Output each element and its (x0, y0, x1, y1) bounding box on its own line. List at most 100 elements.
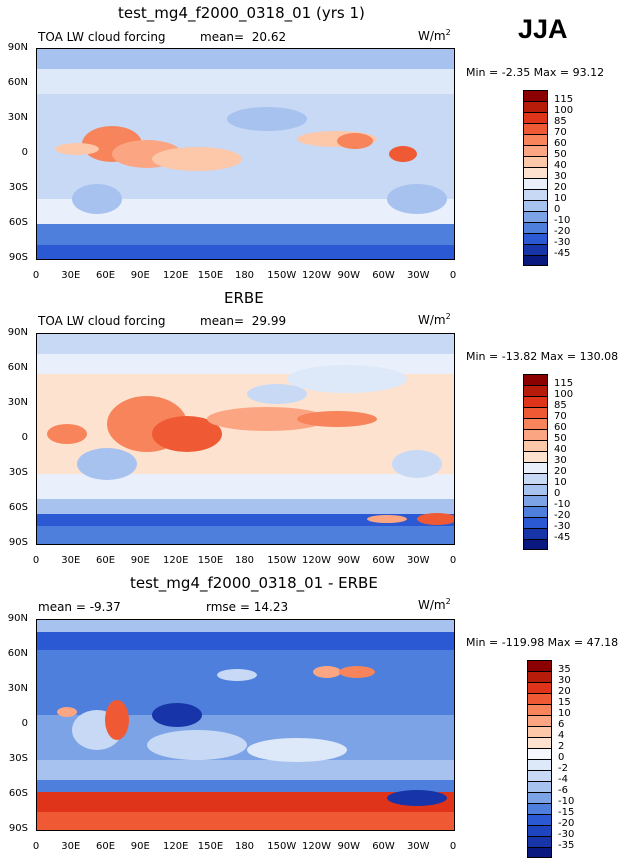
lon-tick-label: 30W (406, 270, 430, 281)
colorbar-swatch (523, 528, 548, 539)
panel-1-mean: mean= 20.62 (200, 30, 286, 44)
colorbar-swatch (523, 473, 548, 484)
colorbar-label: -15 (558, 807, 575, 818)
panel-2-mean-label: mean= (200, 314, 245, 328)
colorbar-label: -10 (558, 796, 575, 807)
panel-1-map (36, 48, 455, 260)
colorbar-swatch (527, 726, 552, 737)
colorbar-swatch (527, 704, 552, 715)
panel-2-field-label: TOA LW cloud forcing (38, 314, 166, 328)
colorbar-swatch (523, 123, 548, 134)
colorbar-label: 60 (554, 422, 567, 433)
colorbar-swatch (523, 189, 548, 200)
colorbar-label: 85 (554, 116, 567, 127)
panel-2-minmax: Min = -13.82 Max = 130.08 (466, 350, 619, 363)
colorbar-swatch (523, 222, 548, 233)
lat-tick-label: 90N (7, 613, 28, 624)
lon-tick-label: 150W (267, 555, 297, 566)
panel-3-map (36, 619, 455, 831)
colorbar-label: -45 (554, 532, 571, 543)
colorbar-label: 115 (554, 378, 574, 389)
colorbar-label: 20 (554, 182, 567, 193)
panel-3-units: W/m2 (418, 597, 451, 612)
colorbar-swatch (523, 255, 548, 266)
colorbar-label: 60 (554, 138, 567, 149)
colorbar-label: 6 (558, 719, 565, 730)
colorbar-swatch (523, 517, 548, 528)
lon-tick-label: 60W (372, 270, 395, 281)
lat-tick-label: 90S (8, 252, 28, 263)
colorbar-swatch (523, 385, 548, 396)
colorbar-swatch (523, 539, 548, 550)
lon-tick-label: 150W (267, 841, 297, 852)
lat-tick-label: 90N (7, 42, 28, 53)
colorbar-swatch (527, 781, 552, 792)
colorbar-label: 70 (554, 127, 567, 138)
panel-3-mean: mean = -9.37 (38, 600, 121, 614)
lat-tick-label: 60N (7, 362, 28, 373)
colorbar-label: -20 (554, 226, 571, 237)
colorbar-swatch (527, 737, 552, 748)
colorbar-label: -10 (554, 499, 571, 510)
season-label: JJA (518, 14, 568, 44)
lon-tick-label: 150E (197, 270, 224, 281)
lat-tick-label: 30N (7, 683, 28, 694)
lon-tick-label: 0 (449, 555, 457, 566)
colorbar-swatch (523, 90, 548, 101)
panel-2-title: ERBE (224, 289, 264, 307)
colorbar-label: 0 (554, 488, 561, 499)
lat-tick-label: 30N (7, 397, 28, 408)
lat-tick-label: 0 (21, 718, 28, 729)
colorbar-swatch (523, 178, 548, 189)
colorbar-swatch (527, 671, 552, 682)
lat-tick-label: 30S (8, 467, 28, 478)
colorbar-swatch (523, 156, 548, 167)
lon-tick-label: 150E (197, 841, 224, 852)
lon-tick-label: 90E (130, 555, 150, 566)
lon-tick-label: 30W (406, 841, 430, 852)
colorbar-label: 0 (558, 752, 565, 763)
lon-tick-label: 0 (449, 270, 457, 281)
colorbar-label: 100 (554, 105, 574, 116)
lat-tick-label: 30S (8, 753, 28, 764)
panel-1-colorbar (523, 90, 548, 266)
lon-tick-label: 180 (234, 270, 255, 281)
colorbar-swatch (523, 145, 548, 156)
panel-2-contour-field (37, 334, 454, 544)
lon-tick-label: 30W (406, 555, 430, 566)
colorbar-label: 50 (554, 433, 567, 444)
lat-tick-label: 90S (8, 823, 28, 834)
colorbar-label: -6 (558, 785, 568, 796)
colorbar-swatch (523, 167, 548, 178)
lon-tick-label: 0 (449, 841, 457, 852)
colorbar-swatch (527, 693, 552, 704)
lon-tick-label: 0 (32, 270, 40, 281)
panel-2-mean: mean= 29.99 (200, 314, 286, 328)
colorbar-swatch (527, 682, 552, 693)
panel-1-units: W/m2 (418, 28, 451, 43)
colorbar-swatch (527, 660, 552, 671)
colorbar-swatch (523, 451, 548, 462)
lat-tick-label: 0 (21, 147, 28, 158)
lon-tick-label: 90E (130, 841, 150, 852)
colorbar-label: 85 (554, 400, 567, 411)
colorbar-label: 40 (554, 160, 567, 171)
lon-tick-label: 90W (337, 270, 361, 281)
lat-tick-label: 60S (8, 217, 28, 228)
panel-2-units: W/m2 (418, 312, 451, 327)
colorbar-swatch (523, 495, 548, 506)
colorbar-swatch (527, 836, 552, 847)
colorbar-label: 10 (554, 477, 567, 488)
colorbar-label: 4 (558, 730, 565, 741)
lon-tick-label: 0 (32, 841, 40, 852)
colorbar-swatch (523, 462, 548, 473)
colorbar-swatch (527, 770, 552, 781)
colorbar-label: 15 (558, 697, 571, 708)
panel-1-title: test_mg4_f2000_0318_01 (yrs 1) (118, 4, 365, 22)
panel-3-rmse: rmse = 14.23 (206, 600, 289, 614)
colorbar-swatch (523, 484, 548, 495)
colorbar-swatch (527, 748, 552, 759)
colorbar-label: 20 (558, 686, 571, 697)
colorbar-swatch (523, 200, 548, 211)
lon-tick-label: 90E (130, 270, 150, 281)
